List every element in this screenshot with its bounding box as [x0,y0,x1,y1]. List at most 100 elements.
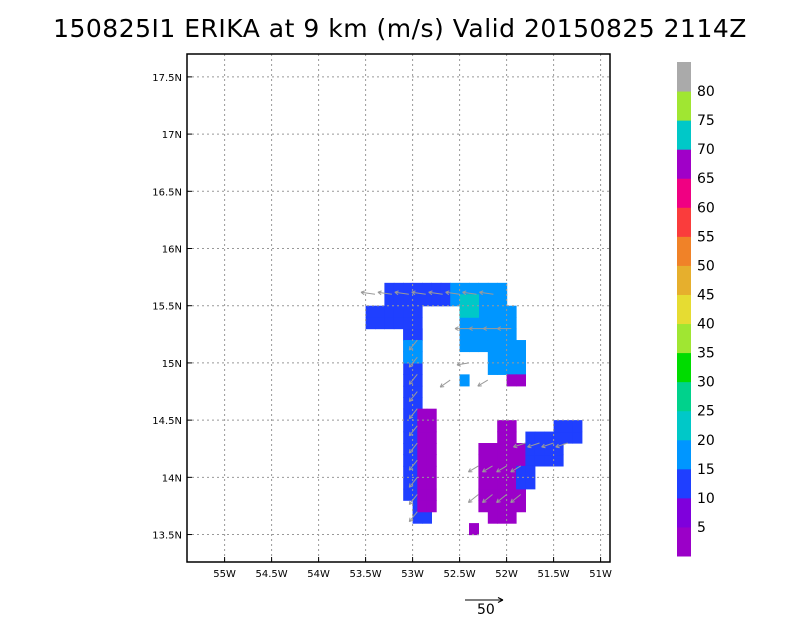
wind-speed-cell [469,305,479,318]
x-tick-label: 52W [495,569,518,580]
wind-speed-cell [487,340,498,353]
wind-vector [408,511,418,522]
wind-speed-cell [426,420,437,433]
wind-vector-head [394,290,399,296]
wind-speed-cell [516,340,526,353]
wind-speed-cell [563,420,573,433]
x-tick-label: 51W [589,569,612,580]
wind-speed-cell [375,305,385,318]
wind-speed-cell [403,477,414,490]
wind-speed-cell [478,328,489,341]
wind-speed-cell [384,305,395,318]
wind-vector [408,494,418,505]
colorbar-label: 45 [697,287,715,303]
wind-speed-cell [422,511,432,524]
wind-vector-head [496,498,501,503]
wind-speed-cell [459,317,470,330]
wind-speed-cell [497,340,508,353]
y-tick-label: 14.5N [152,416,182,427]
colorbar-label: 50 [697,258,715,274]
wind-vector-head [510,468,515,473]
wind-speed-cell [412,340,423,353]
wind-speed-cell [497,488,508,501]
wind-speed-cell [417,488,428,501]
wind-speed-cell [384,317,395,330]
wind-speed-cell [497,420,508,433]
wind-vector-head [408,517,414,523]
wind-speed-cell [487,477,498,490]
wind-speed-cell [506,340,517,353]
wind-speed-cell [487,465,498,478]
wind-speed-cell [426,500,437,513]
wind-speed-cell [497,477,508,490]
wind-speed-cell [516,443,526,456]
colorbar-label: 65 [697,171,715,187]
wind-speed-cell [469,282,479,295]
wind-speed-cell [497,362,508,375]
wind-speed-cell [412,362,423,375]
colorbar-swatch [677,468,691,499]
wind-speed-cell [417,500,428,513]
wind-vector [510,465,521,473]
wind-speed-cell [459,328,470,341]
wind-vector-head [428,290,433,296]
wind-speed-cell [417,443,428,456]
wind-vector-head [408,448,414,454]
wind-speed-cell [440,294,451,307]
wind-vector [408,374,418,385]
wind-speed-cell [403,294,414,307]
wind-speed-cell [487,511,498,524]
wind-speed-cell [403,488,414,501]
wind-speed-cell [412,511,423,524]
wind-speed-cell [544,431,555,444]
wind-vector-head [482,326,487,331]
wind-speed-cell [497,294,508,307]
wind-speed-cell [506,420,517,433]
y-tick-label: 16.5N [152,187,182,198]
wind-speed-cell [525,454,536,467]
wind-speed-cell [417,465,428,478]
colorbar-swatch [677,294,691,325]
wind-speed-cell [497,454,508,467]
colorbar-label: 70 [697,142,715,158]
wind-speed-cell [497,328,508,341]
wind-speed-cell [516,374,526,387]
wind-speed-cell [487,305,498,318]
wind-speed-cell [553,443,564,456]
wind-vector-head [408,483,414,488]
wind-speed-cell [412,374,423,387]
y-tick-label: 17.5N [152,73,182,84]
wind-speed-cell [375,317,385,330]
colorbar-swatch [677,381,691,412]
wind-speed-cell [426,408,437,421]
wind-vector-head [408,397,414,402]
wind-vector-head [482,498,487,503]
wind-speed-cell [497,431,508,444]
wind-vector [360,291,376,295]
wind-speed-cell [440,282,451,295]
wind-vector [477,379,489,387]
wind-speed-cell [497,282,508,295]
wind-speed-cell [506,431,517,444]
y-tick-label: 16N [162,245,182,256]
wind-speed-cell [487,328,498,341]
colorbar-swatch [677,323,691,354]
x-tick-label: 53.5W [350,569,382,580]
wind-vector-head [482,468,487,473]
x-tick-label: 52.5W [444,569,476,580]
wind-speed-cell [497,500,508,513]
wind-speed-cell [403,340,414,353]
wind-speed-cell [553,420,564,433]
wind-vector [482,465,493,473]
wind-speed-cell [403,431,414,444]
wind-vector-head [411,290,416,296]
wind-speed-cell [497,317,508,330]
wind-speed-cell [553,454,564,467]
colorbar-swatch [677,178,691,208]
wind-speed-cell [459,294,470,307]
reference-vector: 50 [465,597,504,618]
wind-speed-cell [422,282,432,295]
colorbar-swatch [677,91,691,121]
wind-speed-cell [459,340,470,353]
wind-vector [462,291,477,295]
